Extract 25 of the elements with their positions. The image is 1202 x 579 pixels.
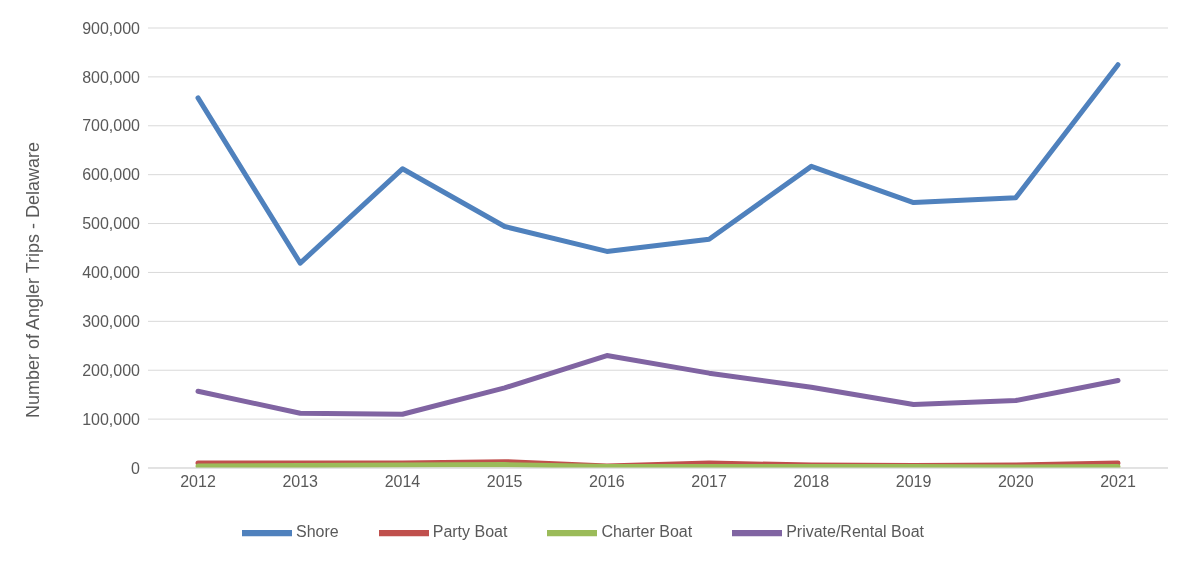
y-tick-label: 0 bbox=[131, 459, 141, 477]
y-tick-label: 200,000 bbox=[82, 361, 141, 379]
y-tick-label: 700,000 bbox=[82, 117, 141, 135]
x-tick-label: 2020 bbox=[997, 473, 1034, 491]
legend-label: Party Boat bbox=[432, 523, 508, 541]
x-tick-label: 2015 bbox=[486, 473, 523, 491]
y-tick-label: 100,000 bbox=[82, 410, 141, 428]
x-tick-label: 2016 bbox=[589, 473, 625, 491]
y-axis-title: Number of Angler Trips - Delaware bbox=[23, 141, 44, 418]
x-tick-label: 2021 bbox=[1100, 473, 1136, 491]
x-tick-label: 2017 bbox=[691, 473, 728, 491]
y-tick-label: 900,000 bbox=[82, 19, 141, 37]
x-tick-label: 2018 bbox=[793, 473, 830, 491]
x-tick-label: 2019 bbox=[895, 473, 932, 491]
legend-label: Shore bbox=[296, 523, 339, 541]
y-tick-label: 300,000 bbox=[82, 313, 141, 331]
legend-label: Charter Boat bbox=[601, 523, 693, 541]
x-tick-label: 2013 bbox=[282, 473, 319, 491]
y-tick-label: 400,000 bbox=[82, 264, 141, 282]
legend-label: Private/Rental Boat bbox=[786, 523, 924, 541]
y-tick-label: 600,000 bbox=[82, 166, 141, 184]
x-tick-label: 2014 bbox=[384, 473, 421, 491]
x-tick-label: 2012 bbox=[180, 473, 216, 491]
y-tick-label: 500,000 bbox=[82, 215, 141, 233]
y-tick-label: 800,000 bbox=[82, 68, 141, 86]
